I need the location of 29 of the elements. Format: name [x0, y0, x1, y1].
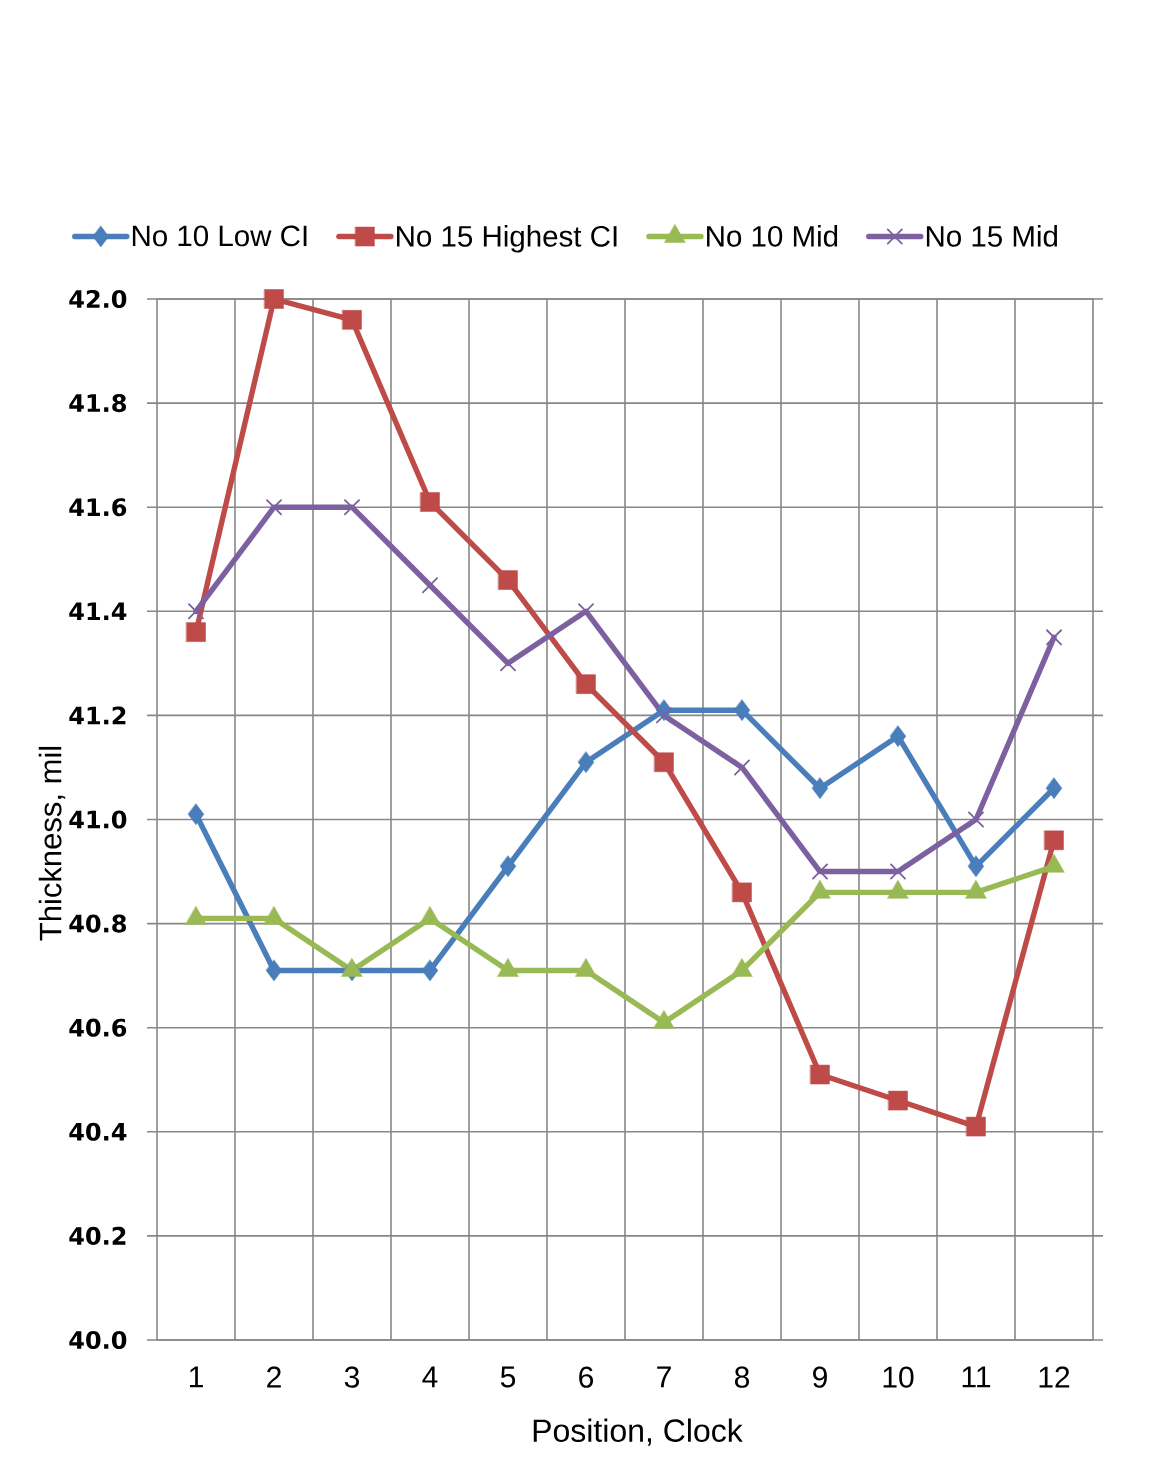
x-tick-label: 2: [267, 1366, 281, 1388]
y-tick-label: 40.2: [69, 1226, 126, 1245]
x-tick-label: 9: [813, 1366, 827, 1388]
y-tick-label: 41.4: [69, 602, 127, 621]
legend-label: No 10 Mid: [707, 225, 838, 247]
y-axis-title: Thickness, mil: [38, 746, 66, 941]
y-tick-label: 40.6: [69, 1018, 127, 1037]
x-tick-label: 11: [962, 1366, 991, 1388]
x-tick-label: 12: [1039, 1366, 1070, 1388]
x-tick-label: 6: [579, 1366, 594, 1388]
y-tick-label: 40.0: [69, 1330, 127, 1350]
y-tick-label: 41.0: [69, 810, 127, 829]
x-tick-label: 7: [657, 1366, 671, 1388]
legend-label: No 15 Highest CI: [397, 225, 617, 253]
y-tick-label: 42.0: [69, 289, 127, 309]
y-tick-label: 41.2: [69, 706, 126, 725]
y-tick-label: 40.8: [69, 914, 126, 933]
legend-label: No 15 Mid: [926, 225, 1057, 247]
x-tick-label: 1: [189, 1366, 203, 1388]
y-tick-label: 41.8: [69, 394, 126, 413]
legend-label: No 10 Low CI: [132, 225, 307, 247]
x-tick-label: 3: [344, 1366, 360, 1388]
x-axis-title: Position, Clock: [533, 1418, 743, 1446]
x-tick-label: 5: [500, 1366, 516, 1388]
y-tick-label: 40.4: [69, 1122, 127, 1141]
x-tick-label: 4: [422, 1366, 438, 1388]
x-tick-label: 10: [883, 1366, 914, 1388]
y-tick-label: 41.6: [69, 498, 127, 517]
x-tick-label: 8: [734, 1366, 750, 1388]
